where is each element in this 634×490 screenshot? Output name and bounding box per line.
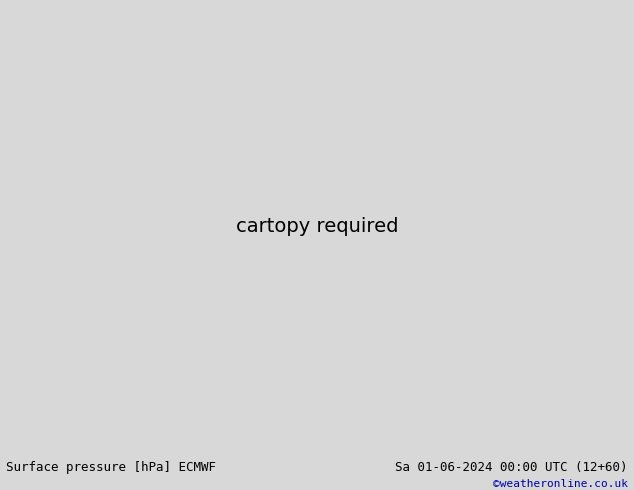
Text: cartopy required: cartopy required xyxy=(236,217,398,236)
Text: Surface pressure [hPa] ECMWF: Surface pressure [hPa] ECMWF xyxy=(6,461,216,474)
Text: ©weatheronline.co.uk: ©weatheronline.co.uk xyxy=(493,480,628,490)
Text: Sa 01-06-2024 00:00 UTC (12+60): Sa 01-06-2024 00:00 UTC (12+60) xyxy=(395,461,628,474)
